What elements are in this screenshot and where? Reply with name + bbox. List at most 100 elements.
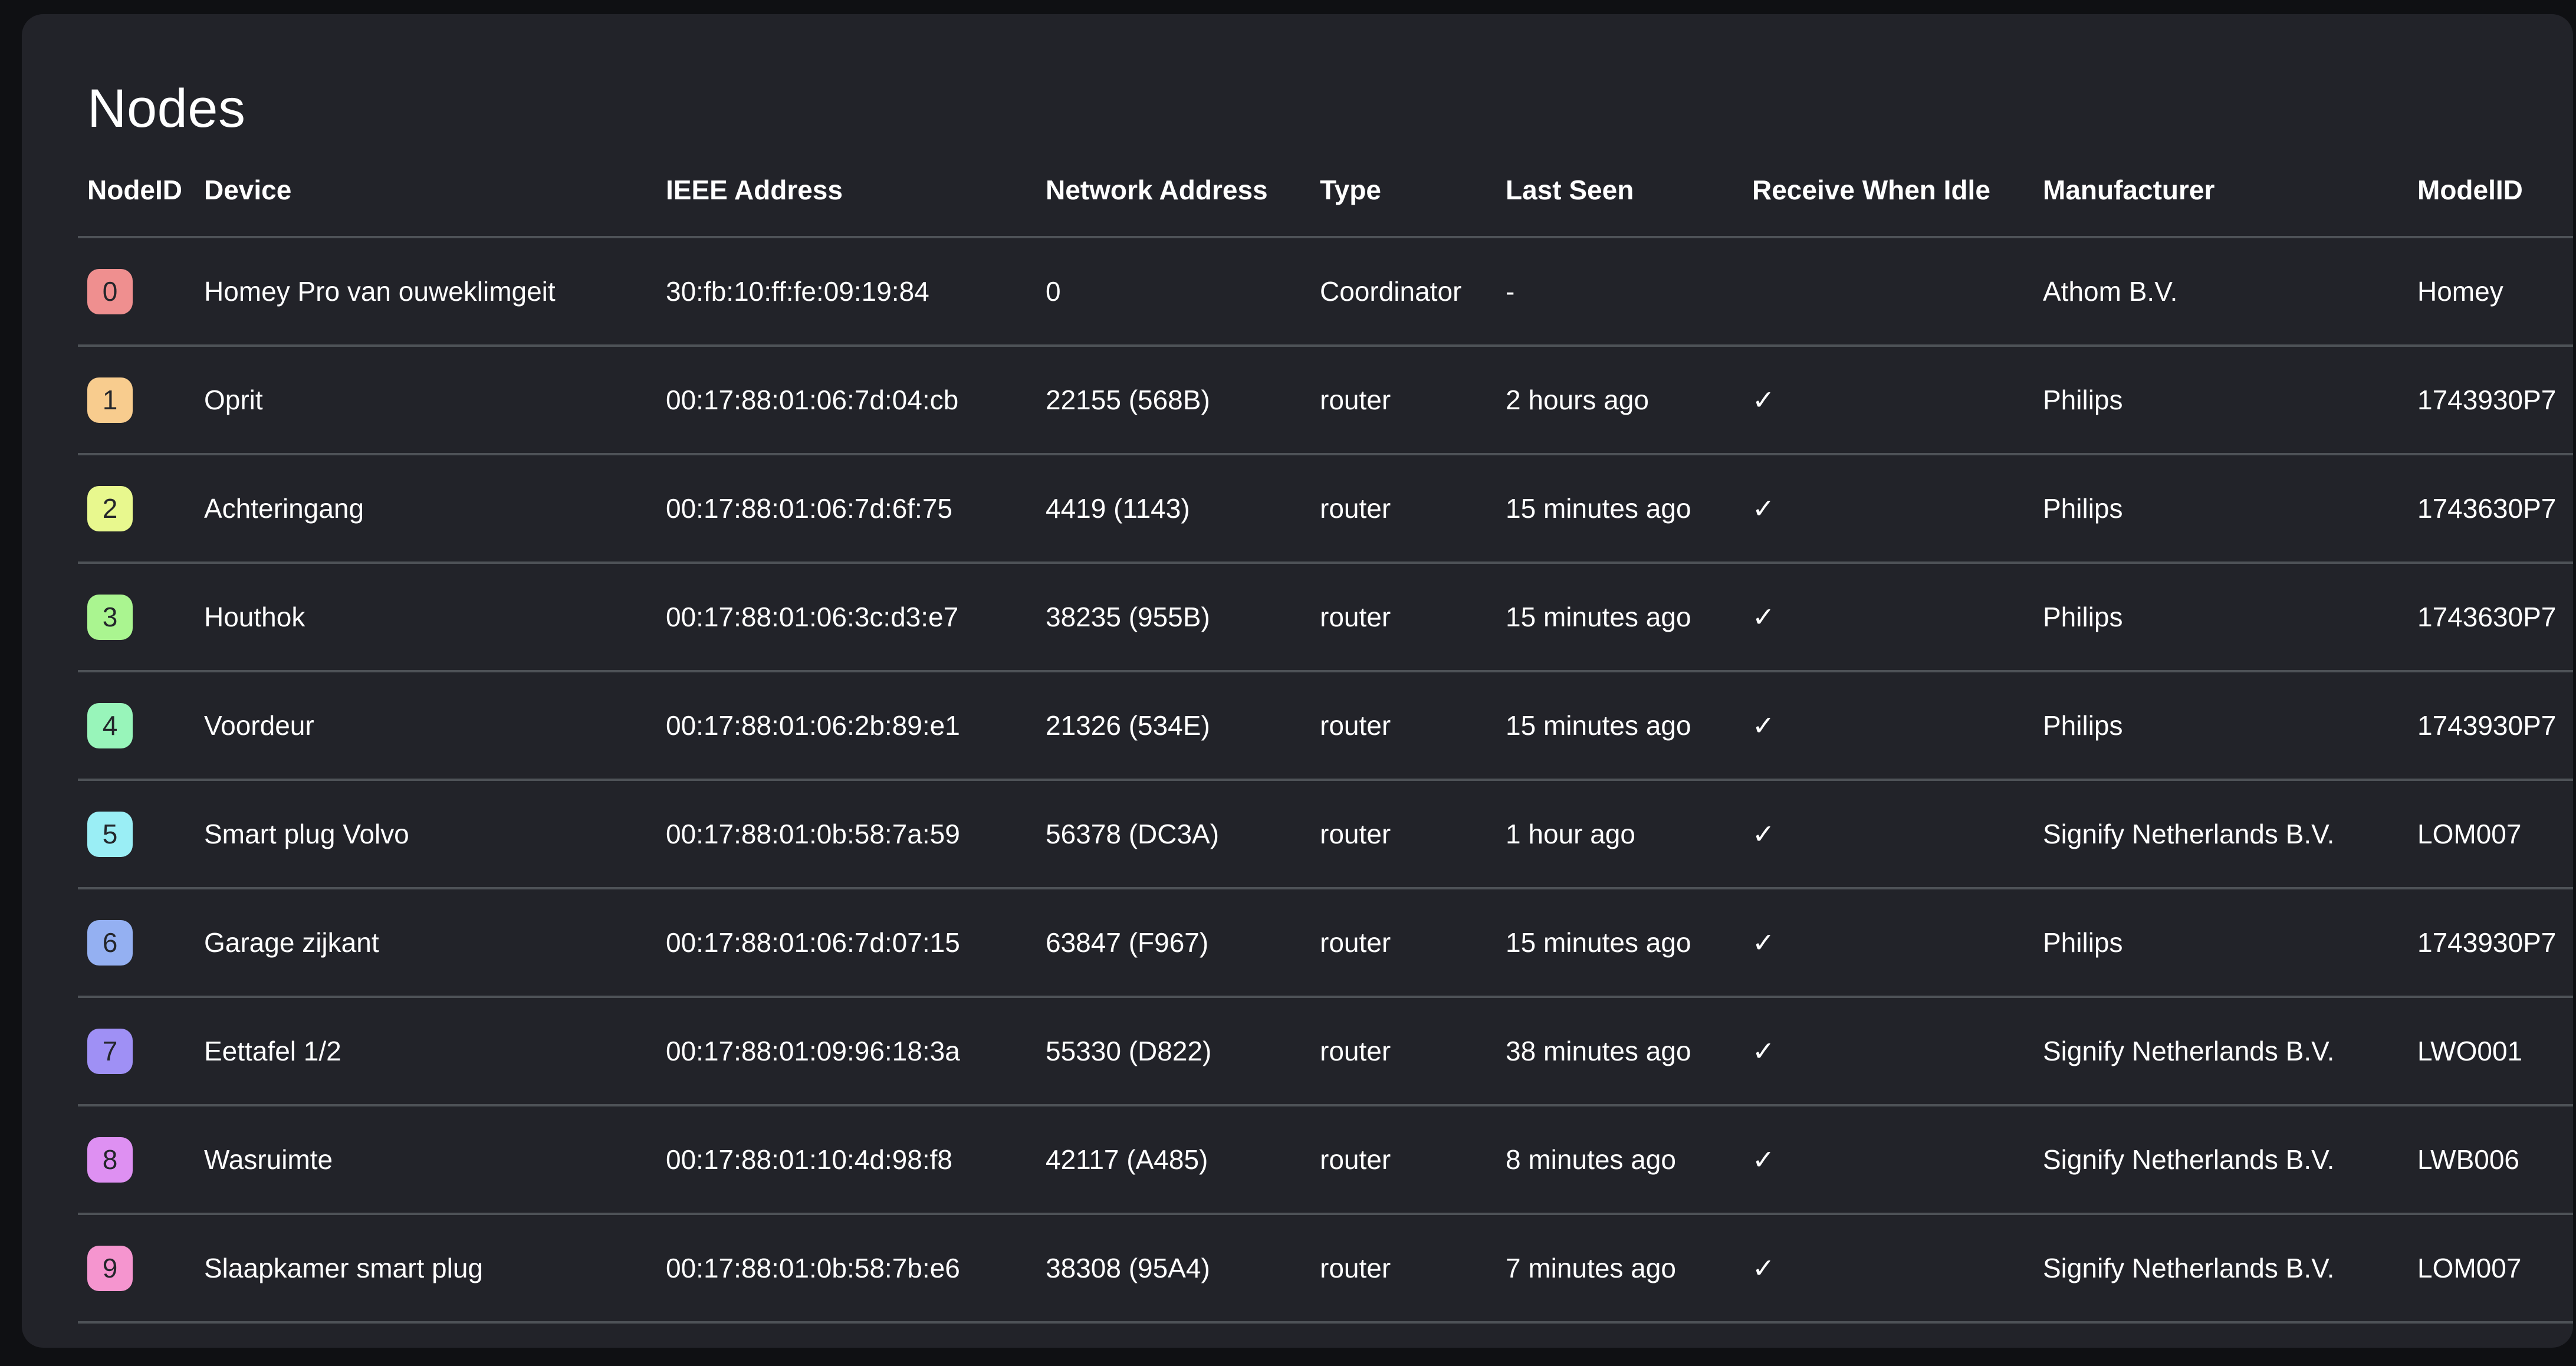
column-header-network-address: Network Address bbox=[1046, 175, 1268, 205]
ieee-address-cell: 00:17:88:01:06:3c:d3:e7 bbox=[666, 602, 959, 632]
device-cell: Voordeur bbox=[204, 710, 314, 741]
column-header-nodeid: NodeID bbox=[87, 175, 182, 205]
ieee-address-cell: 00:17:88:01:09:96:18:3a bbox=[666, 1036, 960, 1066]
column-header-last-seen: Last Seen bbox=[1506, 175, 1634, 205]
network-address-cell: 22155 (568B) bbox=[1046, 385, 1210, 415]
ieee-address-cell: 00:17:88:01:06:7d:07:15 bbox=[666, 927, 960, 958]
table-row[interactable]: 5 Smart plug Volvo 00:17:88:01:0b:58:7a:… bbox=[78, 781, 2573, 889]
table-row[interactable]: 4 Voordeur 00:17:88:01:06:2b:89:e1 21326… bbox=[78, 672, 2573, 781]
last-seen-cell: 1 hour ago bbox=[1506, 819, 1635, 849]
network-address-cell: 42117 (A485) bbox=[1046, 1144, 1208, 1175]
table-row[interactable]: 7 Eettafel 1/2 00:17:88:01:09:96:18:3a 5… bbox=[78, 998, 2573, 1106]
type-cell: router bbox=[1320, 1144, 1391, 1175]
device-cell: Homey Pro van ouweklimgeit bbox=[204, 276, 556, 307]
modelid-cell: 1743930P7 bbox=[2417, 927, 2557, 958]
node-id-badge: 4 bbox=[87, 702, 133, 748]
ieee-address-cell: 30:fb:10:ff:fe:09:19:84 bbox=[666, 276, 929, 307]
receive-when-idle-checkmark: ✓ bbox=[1752, 710, 1775, 741]
network-address-cell: 21326 (534E) bbox=[1046, 710, 1210, 741]
last-seen-cell: 2 hours ago bbox=[1506, 385, 1649, 415]
node-id-badge: 9 bbox=[87, 1245, 133, 1291]
receive-when-idle-checkmark: ✓ bbox=[1752, 1144, 1775, 1175]
type-cell: router bbox=[1320, 927, 1391, 958]
last-seen-cell: 15 minutes ago bbox=[1506, 493, 1691, 524]
manufacturer-cell: Signify Netherlands B.V. bbox=[2043, 819, 2335, 849]
manufacturer-cell: Philips bbox=[2043, 602, 2123, 632]
manufacturer-cell: Signify Netherlands B.V. bbox=[2043, 1253, 2335, 1283]
node-id-badge: 2 bbox=[87, 485, 133, 531]
ieee-address-cell: 00:17:88:01:10:4d:98:f8 bbox=[666, 1144, 952, 1175]
device-cell: Garage zijkant bbox=[204, 927, 379, 958]
type-cell: router bbox=[1320, 1036, 1391, 1066]
modelid-cell: LWO001 bbox=[2417, 1036, 2523, 1066]
node-id-badge: 1 bbox=[87, 377, 133, 423]
network-address-cell: 4419 (1143) bbox=[1046, 493, 1190, 524]
column-header-modelid: ModelID bbox=[2417, 175, 2523, 205]
manufacturer-cell: Philips bbox=[2043, 710, 2123, 741]
table-row[interactable]: 8 Wasruimte 00:17:88:01:10:4d:98:f8 4211… bbox=[78, 1106, 2573, 1215]
table-header-row: NodeID Device IEEE Address Network Addre… bbox=[78, 144, 2573, 238]
ieee-address-cell: 00:17:88:01:06:7d:04:cb bbox=[666, 385, 959, 415]
modelid-cell: 1743930P7 bbox=[2417, 385, 2557, 415]
modelid-cell: Homey bbox=[2417, 276, 2503, 307]
table-row[interactable]: 1 Oprit 00:17:88:01:06:7d:04:cb 22155 (5… bbox=[78, 347, 2573, 455]
receive-when-idle-checkmark: ✓ bbox=[1752, 1253, 1775, 1283]
table-row[interactable]: 9 Slaapkamer smart plug 00:17:88:01:0b:5… bbox=[78, 1215, 2573, 1324]
manufacturer-cell: Philips bbox=[2043, 927, 2123, 958]
device-cell: Achteringang bbox=[204, 493, 364, 524]
node-id-badge: 3 bbox=[87, 594, 133, 640]
receive-when-idle-checkmark: ✓ bbox=[1752, 819, 1775, 849]
device-cell: Wasruimte bbox=[204, 1144, 333, 1175]
last-seen-cell: 15 minutes ago bbox=[1506, 602, 1691, 632]
modelid-cell: LOM007 bbox=[2417, 819, 2522, 849]
receive-when-idle-checkmark: ✓ bbox=[1752, 385, 1775, 415]
type-cell: router bbox=[1320, 710, 1391, 741]
table-row[interactable]: 0 Homey Pro van ouweklimgeit 30:fb:10:ff… bbox=[78, 238, 2573, 347]
modelid-cell: LOM007 bbox=[2417, 1253, 2522, 1283]
ieee-address-cell: 00:17:88:01:0b:58:7b:e6 bbox=[666, 1253, 960, 1283]
device-cell: Houthok bbox=[204, 602, 305, 632]
manufacturer-cell: Philips bbox=[2043, 385, 2123, 415]
device-cell: Eettafel 1/2 bbox=[204, 1036, 341, 1066]
manufacturer-cell: Signify Netherlands B.V. bbox=[2043, 1144, 2335, 1175]
type-cell: router bbox=[1320, 385, 1391, 415]
column-header-type: Type bbox=[1320, 175, 1381, 205]
type-cell: router bbox=[1320, 819, 1391, 849]
last-seen-cell: 15 minutes ago bbox=[1506, 710, 1691, 741]
manufacturer-cell: Athom B.V. bbox=[2043, 276, 2178, 307]
device-cell: Oprit bbox=[204, 385, 263, 415]
receive-when-idle-checkmark: ✓ bbox=[1752, 493, 1775, 524]
column-header-manufacturer: Manufacturer bbox=[2043, 175, 2215, 205]
ieee-address-cell: 00:17:88:01:0b:58:7a:59 bbox=[666, 819, 960, 849]
last-seen-cell: 15 minutes ago bbox=[1506, 927, 1691, 958]
type-cell: router bbox=[1320, 493, 1391, 524]
nodes-panel: Nodes NodeID Device IEEE Address Network… bbox=[22, 14, 2573, 1348]
last-seen-cell: 7 minutes ago bbox=[1506, 1253, 1676, 1283]
table-row[interactable]: 2 Achteringang 00:17:88:01:06:7d:6f:75 4… bbox=[78, 455, 2573, 564]
page-title: Nodes bbox=[87, 78, 246, 139]
modelid-cell: 1743630P7 bbox=[2417, 602, 2557, 632]
node-id-badge: 5 bbox=[87, 811, 133, 857]
column-header-ieee-address: IEEE Address bbox=[666, 175, 843, 205]
type-cell: router bbox=[1320, 602, 1391, 632]
column-header-device: Device bbox=[204, 175, 292, 205]
device-cell: Smart plug Volvo bbox=[204, 819, 409, 849]
network-address-cell: 56378 (DC3A) bbox=[1046, 819, 1220, 849]
ieee-address-cell: 00:17:88:01:06:2b:89:e1 bbox=[666, 710, 960, 741]
manufacturer-cell: Signify Netherlands B.V. bbox=[2043, 1036, 2335, 1066]
last-seen-cell: - bbox=[1506, 276, 1515, 307]
column-header-receive-when-idle: Receive When Idle bbox=[1752, 175, 1990, 205]
table-row[interactable]: 3 Houthok 00:17:88:01:06:3c:d3:e7 38235 … bbox=[78, 564, 2573, 672]
modelid-cell: 1743930P7 bbox=[2417, 710, 2557, 741]
nodes-table: NodeID Device IEEE Address Network Addre… bbox=[78, 144, 2573, 1324]
network-address-cell: 38235 (955B) bbox=[1046, 602, 1210, 632]
node-id-badge: 0 bbox=[87, 268, 133, 314]
modelid-cell: LWB006 bbox=[2417, 1144, 2520, 1175]
receive-when-idle-checkmark: ✓ bbox=[1752, 602, 1775, 632]
receive-when-idle-checkmark: ✓ bbox=[1752, 927, 1775, 958]
last-seen-cell: 38 minutes ago bbox=[1506, 1036, 1691, 1066]
network-address-cell: 38308 (95A4) bbox=[1046, 1253, 1210, 1283]
type-cell: router bbox=[1320, 1253, 1391, 1283]
ieee-address-cell: 00:17:88:01:06:7d:6f:75 bbox=[666, 493, 952, 524]
table-row[interactable]: 6 Garage zijkant 00:17:88:01:06:7d:07:15… bbox=[78, 889, 2573, 998]
